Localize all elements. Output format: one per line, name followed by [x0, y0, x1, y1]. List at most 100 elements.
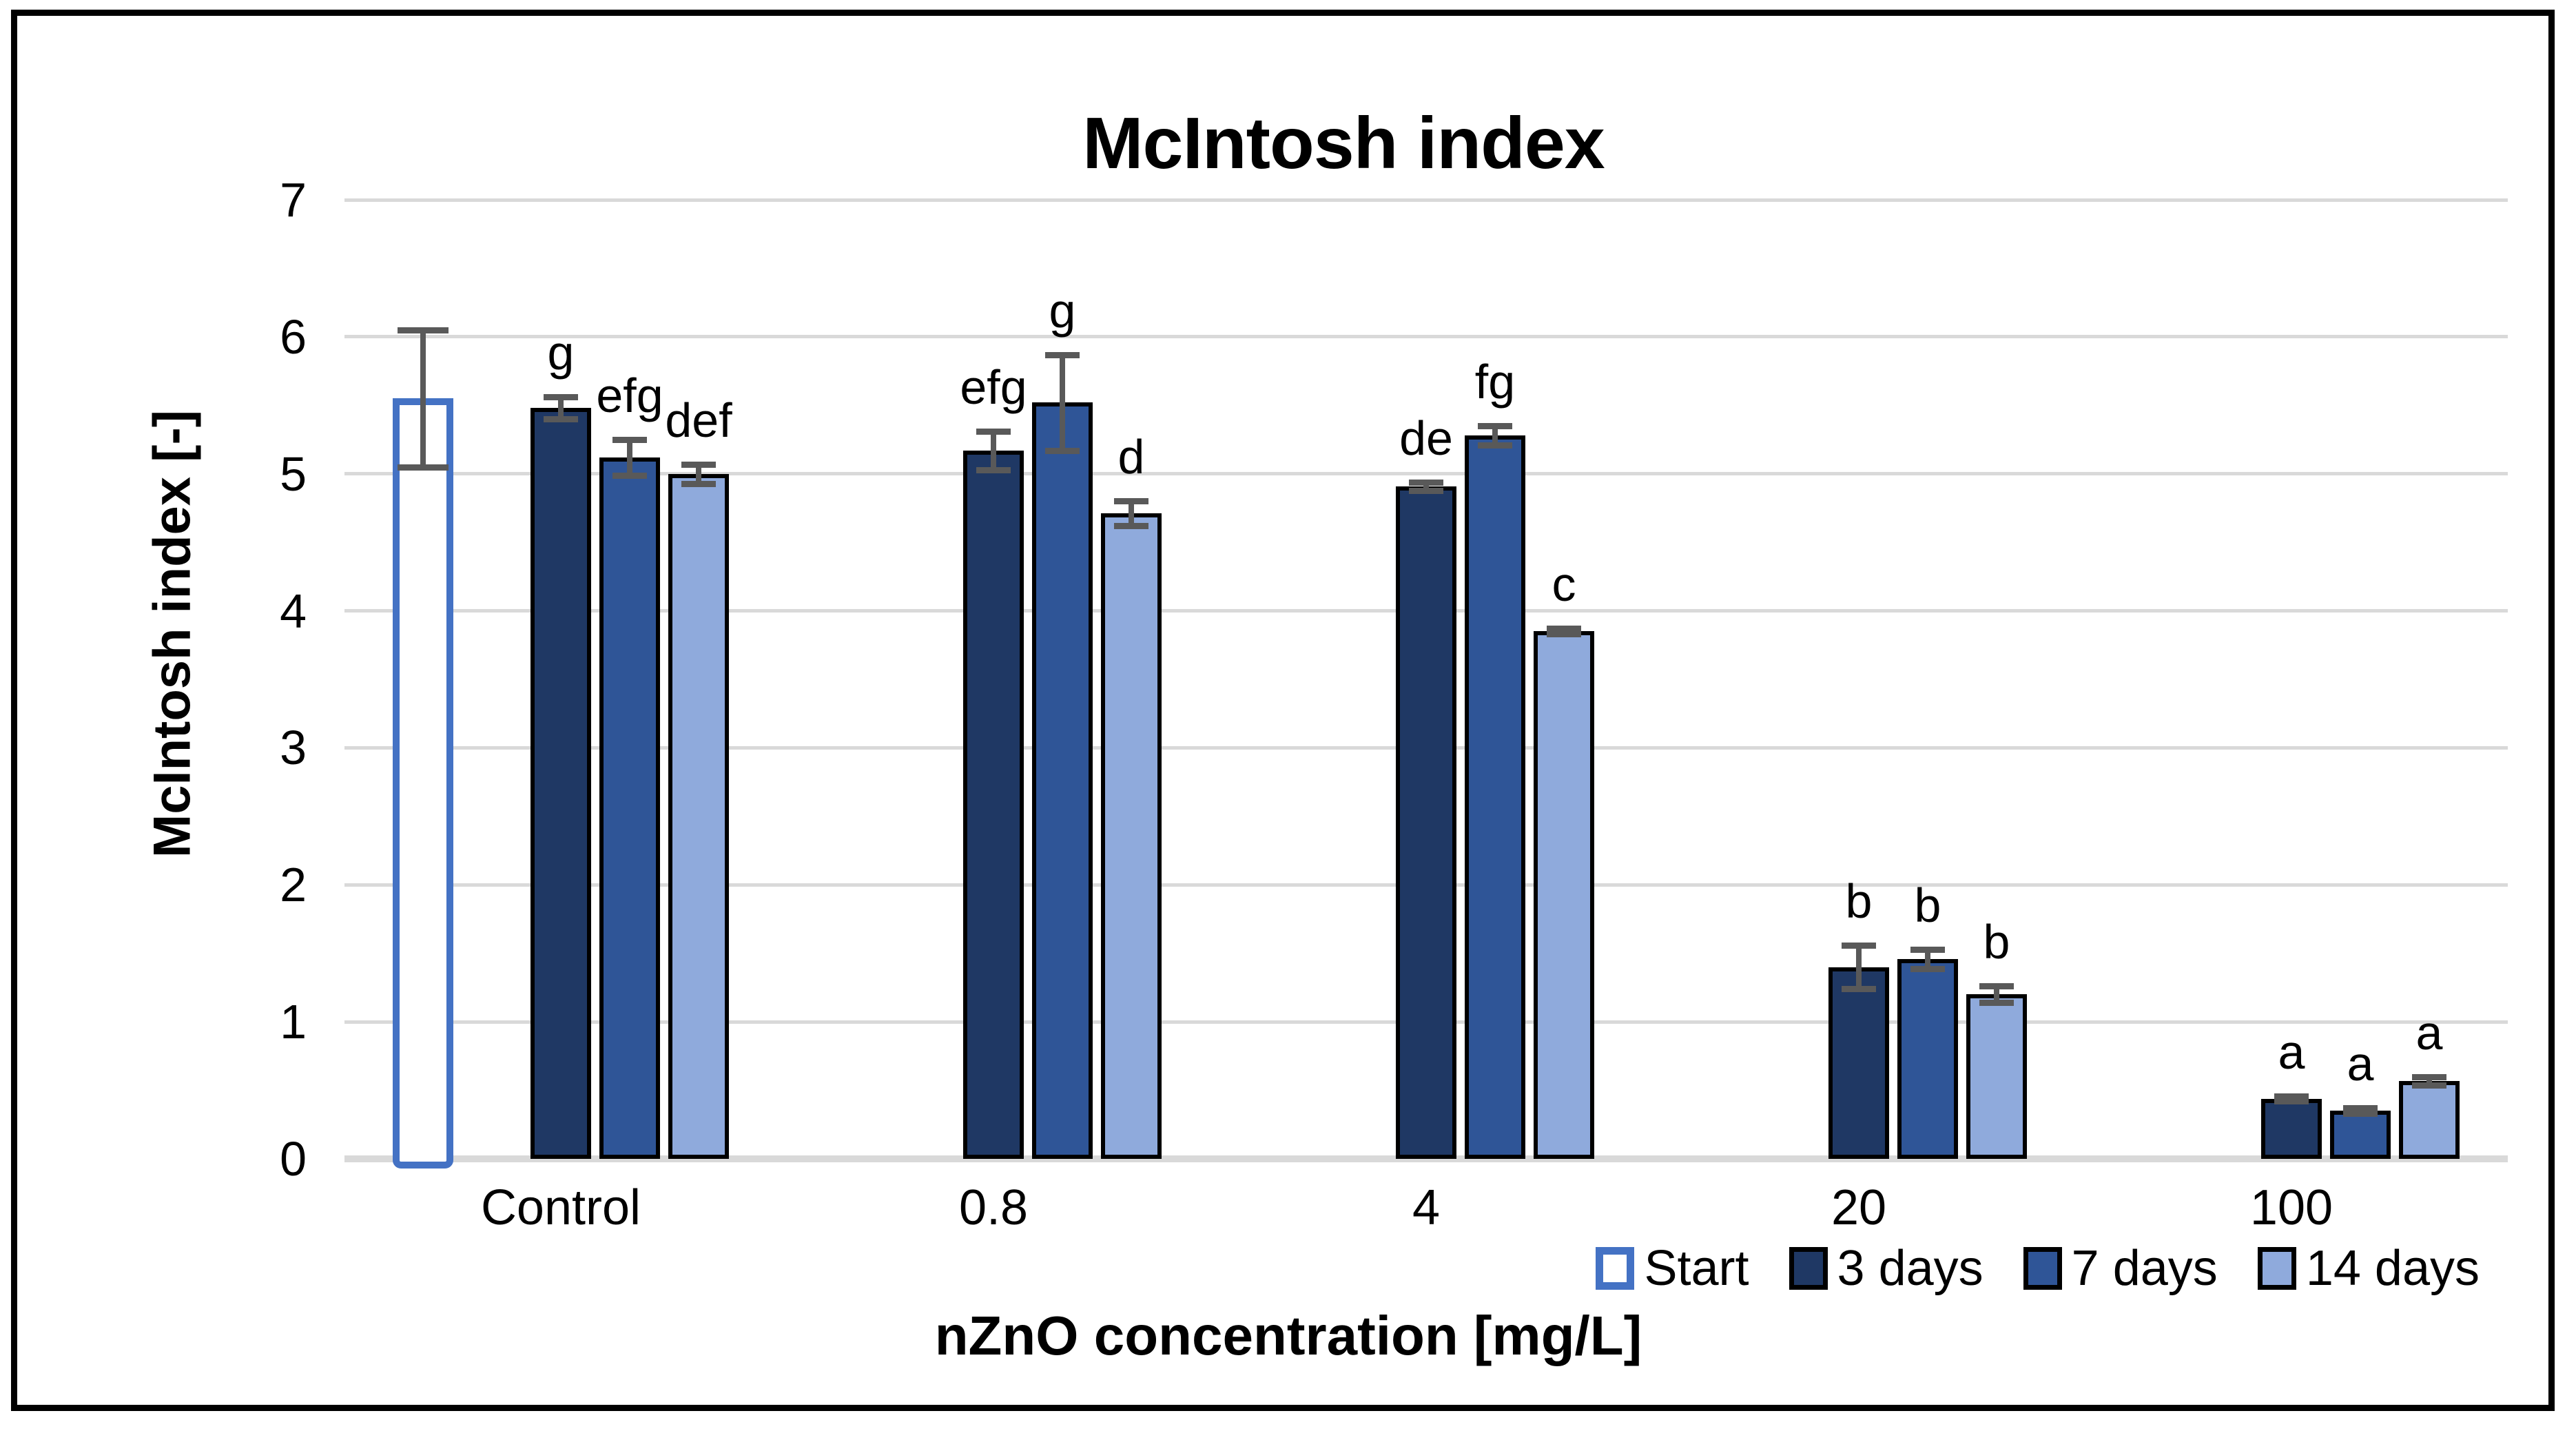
legend-swatch-7-days: [2023, 1247, 2062, 1290]
bar-14-days-20: [1966, 994, 2027, 1159]
gridline: [344, 335, 2508, 339]
error-bar-cap: [398, 327, 449, 333]
error-bar-cap: [1478, 423, 1512, 430]
significance-letter: a: [2347, 1037, 2374, 1091]
chart-title: McIntosh index: [1082, 103, 1605, 184]
error-bar-cap: [976, 429, 1011, 435]
y-axis-title: McIntosh index [-]: [143, 409, 202, 858]
y-tick-label: 6: [280, 309, 307, 364]
legend-swatch-14-days: [2257, 1247, 2296, 1290]
error-bar: [1856, 945, 1862, 989]
bar-14-days-4: [1534, 631, 1594, 1159]
error-bar-cap: [1045, 447, 1080, 454]
error-bar: [1060, 354, 1065, 451]
chart-frame: [11, 10, 2555, 1411]
error-bar-cap: [2274, 1098, 2309, 1105]
significance-letter: a: [2278, 1025, 2305, 1079]
bar-7-days-100: [2330, 1111, 2391, 1159]
error-bar-cap: [1045, 351, 1080, 358]
bar-14-days-100: [2399, 1080, 2460, 1159]
legend-item-start: Start: [1596, 1240, 1749, 1297]
error-bar-cap: [1842, 942, 1876, 949]
x-axis-baseline: [344, 1155, 2508, 1162]
significance-letter: b: [1983, 915, 2010, 969]
bar-7-days-4: [1465, 435, 1525, 1159]
x-tick-label: 100: [2249, 1180, 2333, 1235]
bar-3-days-0.8: [963, 450, 1024, 1159]
error-bar-cap: [1910, 946, 1945, 953]
error-bar: [1423, 482, 1429, 491]
bar-7-days-control: [599, 457, 660, 1159]
legend: Start 3 days 7 days 14 days: [1596, 1240, 2480, 1297]
significance-letter: b: [1914, 878, 1941, 932]
error-bar-cap: [2274, 1093, 2309, 1100]
error-bar-cap: [1114, 523, 1148, 530]
y-tick-label: 0: [280, 1132, 307, 1186]
error-bar-cap: [398, 464, 449, 471]
error-bar: [1925, 949, 1930, 969]
x-axis-title: nZnO concentration [mg/L]: [934, 1305, 1642, 1366]
x-tick-label: 20: [1831, 1180, 1887, 1235]
significance-letter: fg: [1474, 355, 1516, 409]
error-bar: [991, 431, 996, 470]
bar-start-control: [393, 398, 453, 1169]
legend-label: 7 days: [2071, 1241, 2218, 1296]
error-bar-cap: [1842, 986, 1876, 993]
error-bar-cap: [2343, 1111, 2378, 1118]
error-bar-cap: [2412, 1082, 2446, 1089]
significance-letter: efg: [596, 369, 663, 422]
significance-letter: g: [547, 326, 575, 380]
error-bar: [2426, 1076, 2432, 1085]
error-bar-cap: [976, 466, 1011, 473]
significance-letter: efg: [960, 360, 1027, 415]
y-tick-label: 3: [280, 721, 307, 775]
y-tick-label: 2: [280, 858, 307, 912]
significance-letter: d: [1117, 430, 1145, 484]
error-bar-cap: [1547, 626, 1581, 632]
bar-7-days-20: [1897, 958, 1958, 1159]
gridline: [344, 472, 2508, 476]
error-bar-cap: [612, 437, 647, 443]
error-bar: [1994, 986, 1999, 1003]
error-bar-cap: [544, 416, 578, 423]
significance-letter: def: [665, 393, 732, 447]
significance-letter: c: [1552, 557, 1576, 612]
error-bar-cap: [1547, 631, 1581, 638]
error-bar: [627, 440, 632, 475]
error-bar-cap: [2412, 1073, 2446, 1080]
error-bar-cap: [1979, 1000, 2014, 1007]
bar-3-days-control: [530, 408, 591, 1159]
error-bar-cap: [1409, 487, 1443, 494]
legend-label: 14 days: [2305, 1241, 2480, 1296]
error-bar-cap: [1478, 442, 1512, 449]
error-bar: [696, 464, 701, 484]
bar-3-days-4: [1396, 486, 1456, 1159]
y-tick-label: 5: [280, 446, 307, 501]
significance-letter: b: [1845, 874, 1873, 928]
y-tick-label: 1: [280, 995, 307, 1049]
error-bar: [1492, 426, 1498, 445]
legend-swatch-3-days: [1789, 1247, 1828, 1290]
error-bar-cap: [1910, 965, 1945, 972]
error-bar-cap: [1409, 479, 1443, 486]
x-tick-label: 4: [1412, 1180, 1441, 1235]
error-bar-cap: [681, 461, 716, 468]
x-tick-label: 0.8: [958, 1180, 1029, 1235]
error-bar-cap: [1979, 983, 2014, 990]
error-bar-cap: [681, 480, 716, 487]
error-bar-cap: [612, 472, 647, 479]
error-bar: [558, 397, 564, 420]
bar-3-days-20: [1828, 967, 1889, 1159]
bar-14-days-control: [668, 473, 729, 1159]
bar-3-days-100: [2261, 1098, 2322, 1159]
error-bar-cap: [1114, 498, 1148, 505]
legend-item-3-days: 3 days: [1789, 1240, 1983, 1297]
significance-letter: g: [1049, 283, 1076, 338]
significance-letter: a: [2415, 1005, 2443, 1060]
error-bar-cap: [2343, 1105, 2378, 1112]
significance-letter: de: [1399, 411, 1453, 465]
gridline: [344, 198, 2508, 202]
legend-label: 3 days: [1837, 1241, 1983, 1296]
legend-label: Start: [1644, 1241, 1749, 1296]
